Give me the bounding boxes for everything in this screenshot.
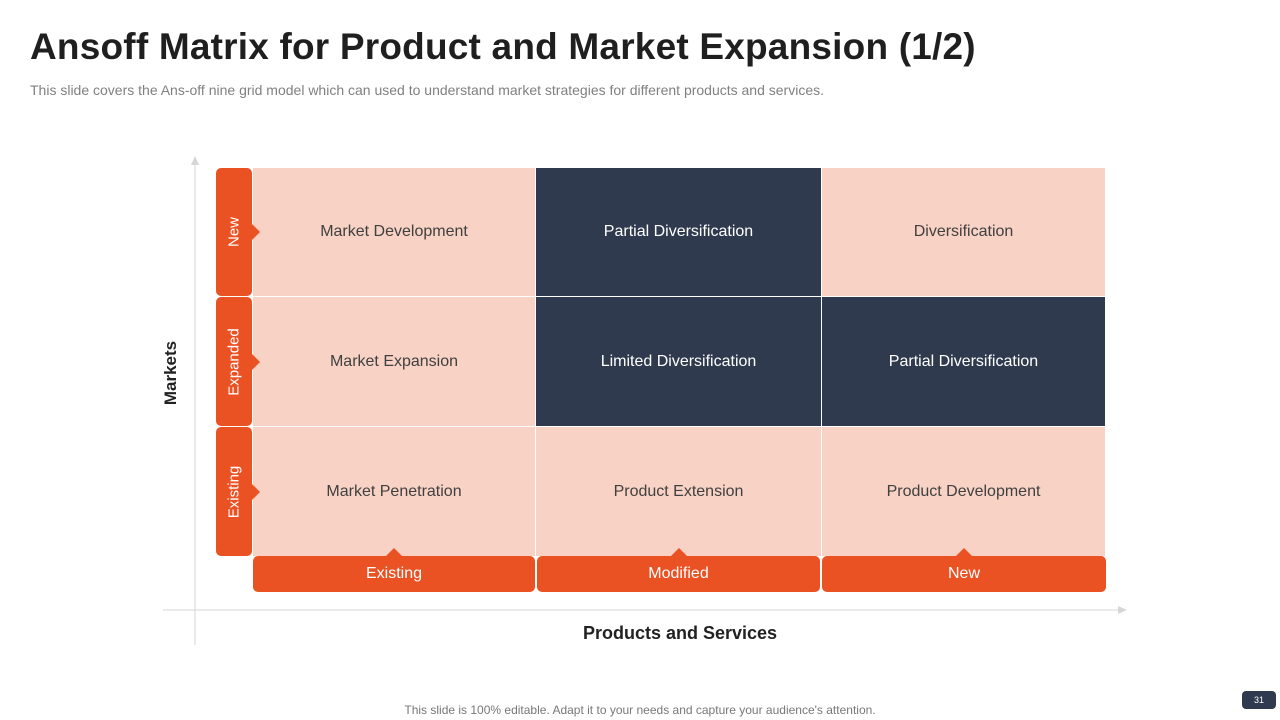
x-axis-title: Products and Services bbox=[582, 623, 778, 643]
row-label-arrow bbox=[252, 483, 260, 500]
row-label-expanded: Expanded bbox=[216, 297, 260, 426]
slide-title: Ansoff Matrix for Product and Market Exp… bbox=[30, 26, 976, 67]
cell-diversification: Diversification bbox=[822, 168, 1105, 296]
col-label-arrow bbox=[386, 548, 402, 556]
row-label-existing: Existing bbox=[216, 427, 260, 556]
cell-market-penetration: Market Penetration bbox=[253, 427, 535, 556]
cell-partial-diversification-top: Partial Diversification bbox=[536, 168, 821, 296]
col-label-arrow bbox=[670, 548, 687, 556]
row-label-arrow bbox=[252, 224, 260, 240]
y-axis-arrow bbox=[191, 156, 199, 165]
cell-product-extension: Product Extension bbox=[536, 427, 821, 556]
x-axis-arrow bbox=[1118, 606, 1127, 614]
col-label-text: New bbox=[947, 565, 980, 582]
cell-limited-diversification: Limited Diversification bbox=[536, 297, 821, 426]
row-label-new: New bbox=[216, 168, 260, 296]
page-number-badge: 31 bbox=[1242, 691, 1276, 709]
col-label-new: New bbox=[822, 548, 1106, 592]
row-label-text: Existing bbox=[225, 465, 243, 518]
cell-product-development: Product Development bbox=[822, 427, 1105, 556]
col-label-arrow bbox=[956, 548, 972, 556]
col-label-modified: Modified bbox=[537, 548, 820, 592]
y-axis-title: Markets bbox=[161, 340, 180, 406]
cell-market-development: Market Development bbox=[253, 168, 535, 296]
footer-note: This slide is 100% editable. Adapt it to… bbox=[404, 703, 876, 717]
row-label-text: Expanded bbox=[225, 327, 243, 396]
row-label-text: New bbox=[225, 216, 243, 248]
row-label-arrow bbox=[252, 353, 260, 370]
col-label-existing: Existing bbox=[253, 548, 535, 592]
cell-market-expansion: Market Expansion bbox=[253, 297, 535, 426]
slide-subtitle: This slide covers the Ans-off nine grid … bbox=[30, 82, 825, 98]
col-label-text: Existing bbox=[365, 565, 423, 582]
col-label-text: Modified bbox=[648, 565, 709, 582]
cell-partial-diversification-mid: Partial Diversification bbox=[822, 297, 1105, 426]
